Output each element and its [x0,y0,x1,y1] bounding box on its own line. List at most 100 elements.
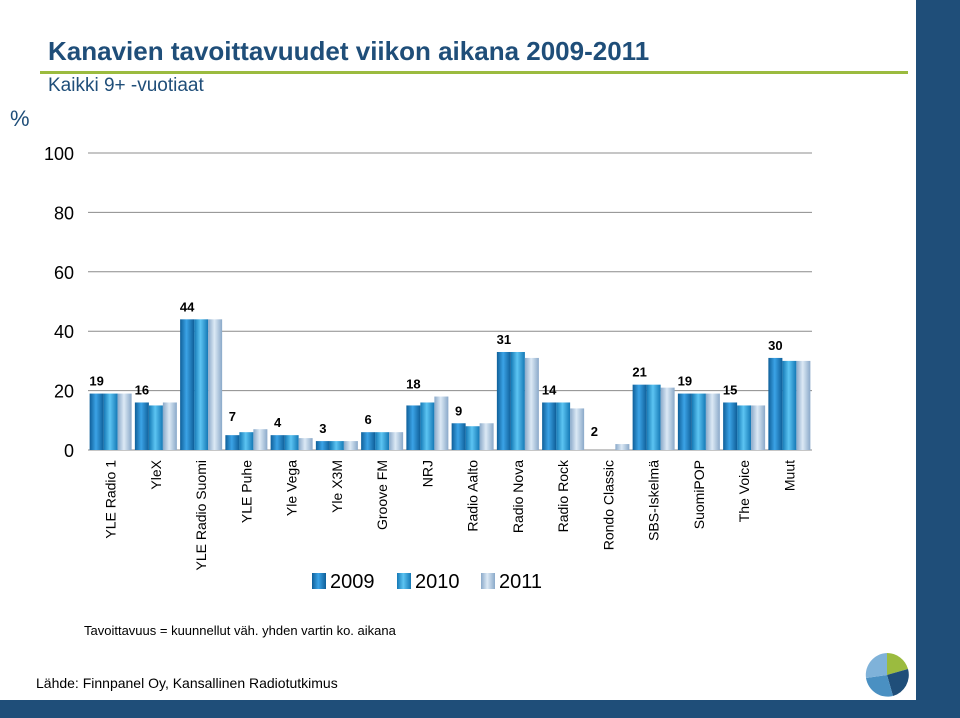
x-category-label: YleX [148,459,164,489]
data-label: 21 [632,365,646,380]
bar-2010-1 [148,405,163,450]
data-label: 19 [678,374,692,389]
data-label: 19 [89,374,103,389]
bar-2009-7 [406,405,421,450]
bar-2009-8 [451,423,466,450]
legend: 2009 2010 2011 [312,571,542,593]
bar-2009-10 [542,402,557,450]
finnpanel-logo-icon [865,653,909,697]
legend-label: 2011 [499,571,542,593]
bar-2009-12 [632,384,647,450]
definition-note: Tavoittavuus = kuunnellut väh. yhden var… [84,623,396,638]
bar-2010-12 [646,384,661,450]
bar-2010-3 [239,432,254,450]
data-label: 2 [591,424,598,439]
x-category-label: Radio Rock [555,459,571,532]
bar-layer [89,319,811,450]
bar-2009-5 [315,441,330,450]
y-tick-label: 0 [64,441,74,461]
bar-2010-10 [556,402,571,450]
bar-2009-0 [89,393,104,450]
bar-2010-6 [375,432,390,450]
label-layer: 19 16 44 7 4 3 6 18 9 31 14 2 21 19 15 30 [89,299,782,439]
bar-2011-15 [796,360,811,450]
right-frame-bar [916,0,960,718]
x-category-label: The Voice [736,460,752,522]
bar-2010-5 [329,441,344,450]
bar-2010-15 [782,360,797,450]
bar-2010-13 [691,393,706,450]
bar-2009-9 [496,351,511,450]
bar-2011-6 [389,432,404,450]
bar-2010-9 [510,351,525,450]
bar-2010-4 [284,435,299,450]
bar-2011-7 [434,396,449,450]
data-label: 3 [319,421,326,436]
y-unit-label: % [10,106,30,131]
y-tick-label: 80 [54,203,74,223]
x-category-label: Yle Vega [284,460,300,516]
data-label: 31 [497,332,511,347]
bar-2009-6 [361,432,376,450]
bar-2011-13 [705,393,720,450]
data-label: 44 [180,299,195,314]
y-tick-label: 100 [44,144,74,164]
data-label: 18 [406,377,420,392]
bar-2009-3 [225,435,240,450]
y-tick-label: 40 [54,322,74,342]
source-note: Lähde: Finnpanel Oy, Kansallinen Radiotu… [36,675,338,691]
x-category-label: Radio Nova [510,460,526,533]
bar-2011-14 [751,405,766,450]
x-category-label: Yle X3M [329,460,345,513]
bar-2011-9 [524,357,539,450]
bar-2010-0 [103,393,118,450]
bar-2011-11 [615,444,630,450]
data-label: 7 [229,409,236,424]
y-tick-label: 60 [54,263,74,283]
legend-swatch-2010 [397,573,411,589]
bar-2009-14 [723,402,738,450]
legend-swatch-2009 [312,573,326,589]
legend-label: 2010 [415,571,460,593]
data-label: 15 [723,382,737,397]
bar-2010-14 [737,405,752,450]
bar-2011-12 [660,387,675,450]
page-title: Kanavien tavoittavuudet viikon aikana 20… [48,36,650,66]
data-label: 14 [542,382,557,397]
x-category-label: SuomiPOP [691,460,707,529]
bar-2011-5 [343,441,358,450]
page-subtitle: Kaikki 9+ -vuotiaat [48,75,204,96]
bar-2009-13 [677,393,692,450]
bar-2010-2 [194,319,209,450]
bar-2009-15 [768,357,783,450]
bar-2009-1 [134,402,149,450]
data-label: 9 [455,403,462,418]
bar-2011-10 [570,408,585,450]
bar-2011-1 [162,402,177,450]
x-axis-labels: YLE Radio 1 YleX YLE Radio Suomi YLE Puhe Yl… [103,459,798,571]
bar-2011-3 [253,429,268,450]
bar-2010-7 [420,402,435,450]
legend-swatch-2011 [481,573,495,589]
x-category-label: Groove FM [374,460,390,530]
x-category-label: Radio Aalto [465,460,481,532]
bar-2011-8 [479,423,494,450]
title-rule [40,71,908,74]
x-category-label: SBS-Iskelmä [646,460,662,541]
x-category-label: YLE Puhe [238,460,254,523]
bar-2010-8 [465,426,480,450]
x-category-label: YLE Radio Suomi [193,460,209,571]
x-category-label: YLE Radio 1 [103,460,119,539]
bar-2009-4 [270,435,285,450]
y-tick-label: 20 [54,382,74,402]
bar-2011-2 [208,319,223,450]
x-category-label: Rondo Classic [600,460,616,550]
bar-2011-4 [298,438,313,450]
legend-label: 2009 [330,571,375,593]
data-label: 6 [365,412,372,427]
data-label: 4 [274,415,282,430]
bar-2009-2 [180,319,195,450]
data-label: 16 [135,382,149,397]
bottom-frame-bar [0,700,960,718]
